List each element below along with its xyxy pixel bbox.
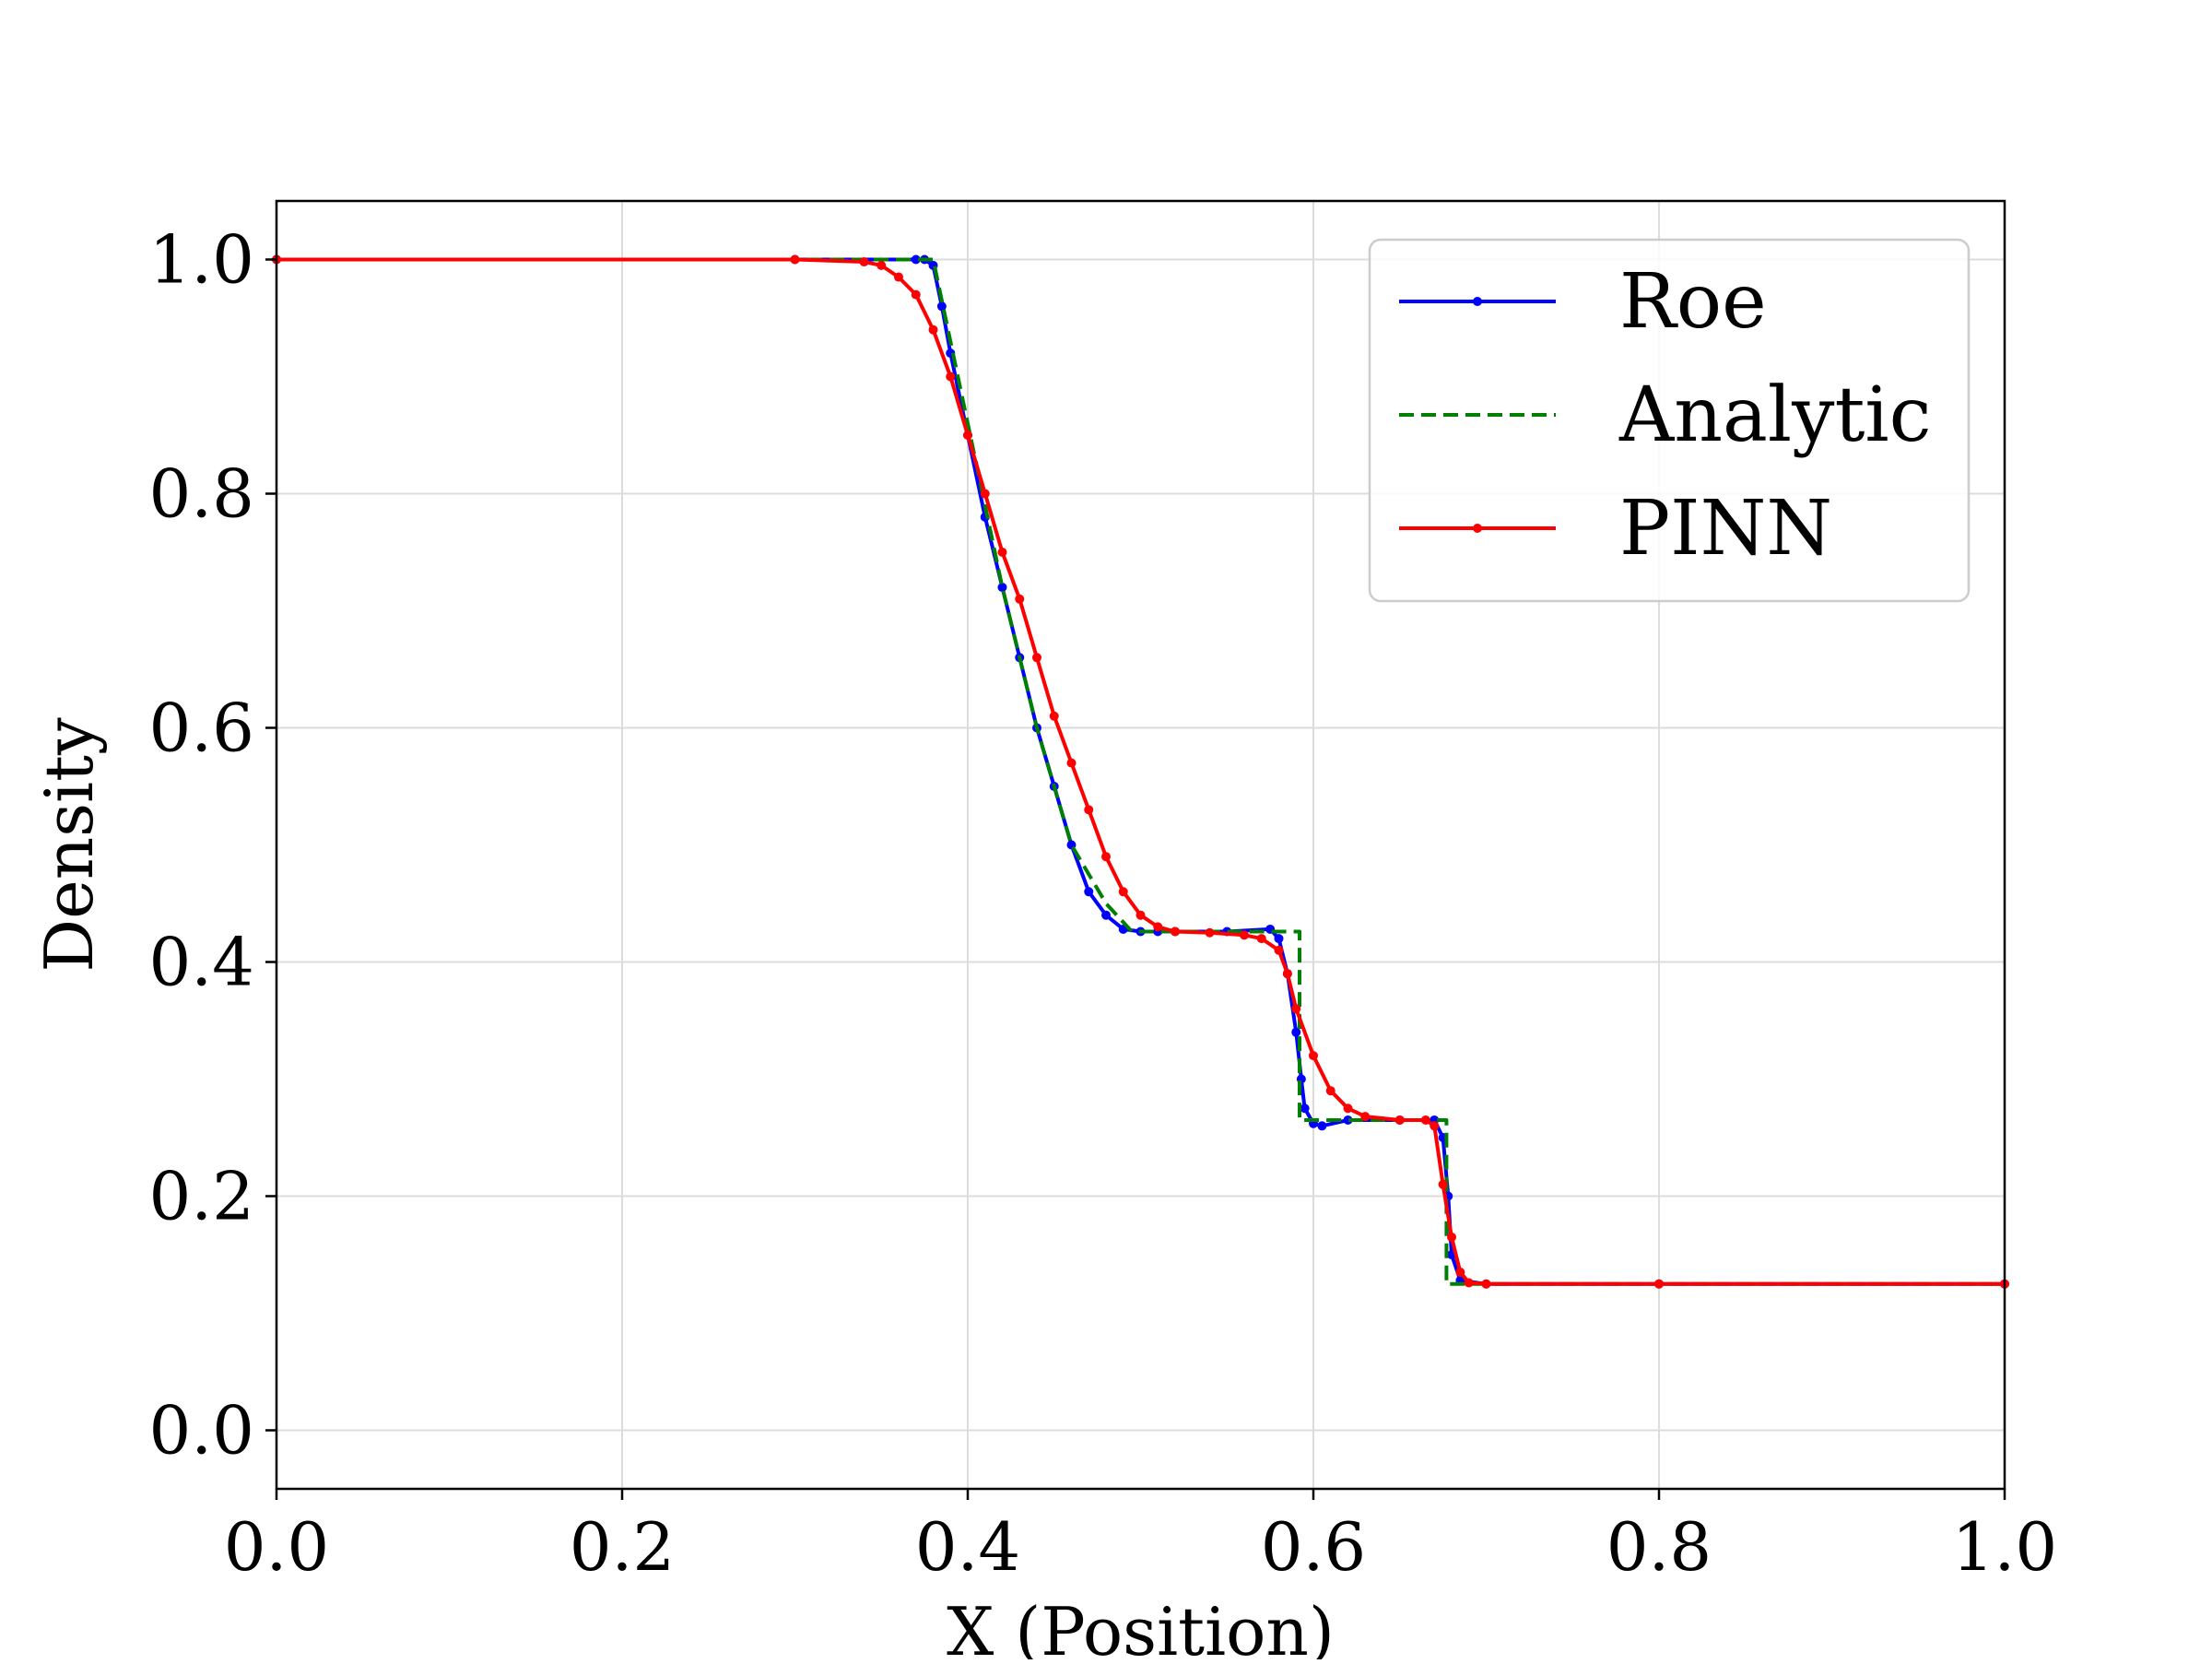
series-point-pinn (1084, 805, 1094, 815)
series-point-pinn (1015, 594, 1025, 604)
series-point-pinn (980, 489, 990, 499)
series-point-pinn (1240, 930, 1249, 940)
series-point-pinn (1049, 711, 1059, 721)
series-point-pinn (1205, 927, 1215, 938)
y-tick-label: 0.2 (148, 1158, 254, 1235)
x-tick-label: 0.6 (1261, 1508, 1367, 1586)
legend-label-analytic: Analytic (1618, 372, 1932, 459)
legend: Roe Analytic PINN (1368, 238, 1971, 603)
series-point-pinn (1438, 1179, 1448, 1189)
series-point-pinn (1032, 653, 1041, 663)
y-tick-label: 0.0 (148, 1392, 254, 1469)
legend-label-pinn: PINN (1619, 485, 1832, 572)
series-point-roe (936, 301, 947, 312)
series-point-pinn (1118, 887, 1128, 897)
y-tick-label: 0.8 (148, 455, 254, 533)
series-point-pinn (1066, 758, 1077, 768)
series-point-pinn (997, 548, 1007, 557)
series-point-pinn (1464, 1278, 1474, 1288)
x-axis-title: X (Position) (947, 1593, 1335, 1659)
series-point-roe (1343, 1115, 1353, 1125)
plot-frame (275, 199, 2006, 1491)
series-point-pinn (1343, 1103, 1353, 1114)
series-point-roe (1101, 910, 1111, 920)
series-point-pinn (1101, 852, 1111, 862)
series-point-pinn (1654, 1279, 1664, 1289)
series-point-pinn (946, 372, 956, 382)
series-point-pinn (1171, 926, 1180, 937)
y-axis-title: Density (30, 717, 108, 973)
x-tick-label: 0.0 (224, 1508, 330, 1586)
series-point-pinn (877, 260, 887, 270)
series-point-pinn (1274, 945, 1284, 955)
series-point-pinn (911, 289, 921, 300)
series-point-pinn (928, 325, 938, 335)
series-point-roe (1084, 887, 1094, 897)
series-point-roe (1317, 1121, 1327, 1131)
y-tick-label: 0.6 (148, 690, 254, 767)
series-point-pinn (1481, 1279, 1491, 1289)
series-point-pinn (1430, 1121, 1440, 1131)
series-point-pinn (1325, 1086, 1335, 1096)
series-point-pinn (1420, 1115, 1430, 1125)
legend-marker-pinn (1473, 524, 1482, 533)
x-tick-label: 0.8 (1606, 1508, 1712, 1586)
series-point-pinn (859, 257, 869, 267)
series-point-pinn (1291, 1004, 1301, 1014)
legend-box (1368, 238, 1971, 603)
series-point-roe (911, 254, 921, 265)
x-tick-label: 0.2 (570, 1508, 676, 1586)
series-point-pinn (1282, 969, 1292, 979)
series-point-pinn (894, 272, 903, 282)
series-point-pinn (1394, 1115, 1405, 1125)
legend-marker-roe (1473, 297, 1482, 306)
series-point-pinn (1309, 1051, 1318, 1061)
series-layer (272, 254, 2009, 1289)
series-point-pinn (1135, 910, 1146, 920)
y-tick-label: 0.4 (148, 924, 254, 1001)
series-point-pinn (963, 431, 972, 440)
series-point-pinn (1447, 1232, 1456, 1242)
series-point-roe (1300, 1103, 1310, 1114)
axis-ticks: 0.0 0.2 0.4 0.6 0.8 1.0 0.0 0.2 0.4 0.6 0.8 1.0 (148, 221, 2057, 1587)
series-point-roe (997, 583, 1007, 593)
series-point-pinn (1455, 1268, 1465, 1278)
series-point-roe (1291, 1027, 1301, 1037)
legend-label-roe: Roe (1619, 258, 1767, 346)
x-tick-label: 0.4 (915, 1508, 1021, 1586)
series-point-pinn (790, 254, 800, 265)
series-point-pinn (1256, 934, 1266, 944)
series-point-pinn (1360, 1112, 1371, 1122)
x-tick-label: 1.0 (1952, 1508, 2058, 1586)
y-tick-label: 1.0 (148, 221, 254, 299)
series-point-roe (1274, 934, 1284, 944)
series-point-pinn (1153, 922, 1163, 932)
